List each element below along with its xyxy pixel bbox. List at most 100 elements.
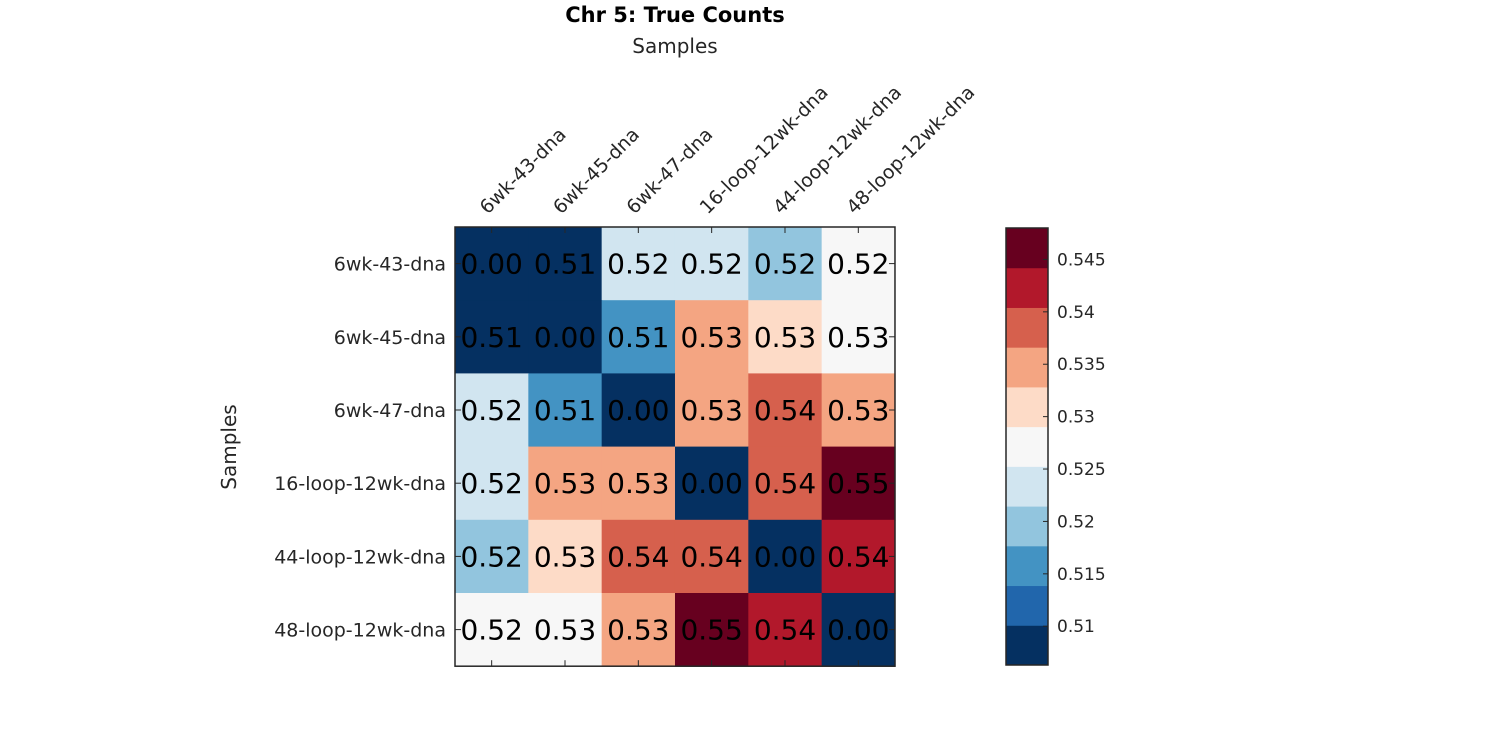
- cell-value-label: 0.52: [607, 248, 669, 281]
- cell-value-label: 0.53: [680, 321, 742, 354]
- heatmap-cell: [455, 300, 529, 374]
- heatmap-cell-labels: 0.00 0.51 0.52 0.52 0.52 0.52 0.51 0.00 0.51 0.53…: [460, 248, 889, 647]
- heatmap-cell: [748, 373, 823, 448]
- colorbar-segment: [1006, 228, 1048, 269]
- colorbar-segment: [1006, 506, 1048, 547]
- y-axis-label: Samples: [217, 404, 241, 489]
- colorbar-segment: [1006, 545, 1048, 587]
- heatmap-cell: [601, 373, 676, 448]
- cell-value-label: 0.52: [460, 394, 522, 427]
- x-tick-label: 48-loop-12wk-dna: [842, 81, 979, 218]
- heatmap-cell: [748, 519, 823, 594]
- cell-value-label: 0.53: [534, 614, 596, 647]
- cell-value-label: 0.53: [534, 467, 596, 500]
- cell-value-label: 0.54: [827, 540, 889, 573]
- heatmap-cell: [674, 373, 749, 448]
- heatmap-cell: [748, 227, 823, 301]
- heatmap-cell: [528, 446, 603, 521]
- y-tick-label: 16-loop-12wk-dna: [274, 473, 446, 495]
- heatmap-cell: [674, 227, 749, 301]
- colorbar-segment: [1006, 426, 1048, 467]
- heatmap-cell: [528, 593, 603, 667]
- cell-value-label: 0.52: [460, 467, 522, 500]
- cell-value-label: 0.00: [607, 394, 669, 427]
- colorbar-segment: [1006, 307, 1048, 348]
- heatmap-cell: [821, 227, 896, 301]
- cell-value-label: 0.00: [534, 321, 596, 354]
- y-tick-label: 44-loop-12wk-dna: [274, 546, 446, 568]
- colorbar: 0.51 0.515 0.52 0.525 0.53 0.535 0.54 0.545: [1005, 227, 1106, 666]
- chart-title: Chr 5: True Counts: [565, 3, 785, 27]
- cell-value-label: 0.55: [680, 614, 742, 647]
- y-tick-label: 6wk-47-dna: [334, 400, 446, 422]
- cell-value-label: 0.52: [680, 248, 742, 281]
- heatmap-cell: [601, 519, 676, 594]
- cell-value-label: 0.52: [754, 248, 816, 281]
- heatmap-cell: [674, 593, 749, 667]
- cell-value-label: 0.00: [827, 614, 889, 647]
- heatmap-cell: [601, 446, 676, 521]
- heatmap-cell: [821, 519, 896, 594]
- cell-value-label: 0.55: [827, 467, 889, 500]
- heatmap-cell: [455, 373, 529, 448]
- heatmap-frame: [454, 226, 896, 667]
- cell-value-label: 0.53: [827, 321, 889, 354]
- cell-value-label: 0.00: [680, 467, 742, 500]
- colorbar-tick-label: 0.51: [1057, 617, 1095, 637]
- colorbar-segment: [1006, 585, 1048, 626]
- heatmap-cell: [821, 593, 896, 667]
- cell-value-label: 0.54: [754, 614, 816, 647]
- colorbar-tick-label: 0.515: [1057, 565, 1106, 585]
- cell-value-label: 0.53: [607, 467, 669, 500]
- cell-value-label: 0.54: [607, 540, 669, 573]
- heatmap-cell: [674, 446, 749, 521]
- heatmap-cell: [674, 300, 749, 374]
- cell-value-label: 0.52: [827, 248, 889, 281]
- heatmap-cells: [454, 226, 896, 667]
- colorbar-tick-label: 0.525: [1057, 460, 1106, 480]
- cell-value-label: 0.54: [680, 540, 742, 573]
- cell-value-label: 0.53: [534, 540, 596, 573]
- heatmap-cell: [528, 300, 603, 374]
- colorbar-frame: [1005, 227, 1049, 666]
- heatmap-cell: [528, 373, 603, 448]
- x-axis-label: Samples: [632, 34, 717, 58]
- colorbar-tick-label: 0.535: [1057, 355, 1106, 375]
- y-tick-label: 6wk-45-dna: [334, 327, 446, 349]
- colorbar-tick-label: 0.52: [1057, 512, 1095, 532]
- x-tick-label: 44-loop-12wk-dna: [769, 81, 906, 218]
- heatmap-cell: [455, 519, 529, 594]
- heatmap-cell: [601, 593, 676, 667]
- heatmap-cell: [821, 300, 896, 374]
- x-tick-label: 16-loop-12wk-dna: [696, 81, 833, 218]
- cell-value-label: 0.00: [754, 540, 816, 573]
- cell-value-label: 0.52: [460, 614, 522, 647]
- colorbar-segment: [1006, 347, 1048, 388]
- heatmap-cell: [455, 593, 529, 667]
- y-tick-labels: 6wk-43-dna 6wk-45-dna 6wk-47-dna 16-loop-12…: [274, 254, 895, 642]
- cell-value-label: 0.51: [534, 394, 596, 427]
- colorbar-tick-label: 0.53: [1057, 408, 1095, 428]
- heatmap-cell: [748, 300, 823, 374]
- colorbar-tick-label: 0.54: [1057, 303, 1095, 323]
- y-tick-label: 48-loop-12wk-dna: [274, 620, 446, 642]
- cell-value-label: 0.53: [754, 321, 816, 354]
- cell-value-label: 0.53: [607, 614, 669, 647]
- heatmap-cell: [748, 593, 823, 667]
- colorbar-tick-label: 0.545: [1057, 250, 1106, 270]
- cell-value-label: 0.51: [460, 321, 522, 354]
- cell-value-label: 0.51: [534, 248, 596, 281]
- cell-value-label: 0.54: [754, 394, 816, 427]
- heatmap-cell: [821, 373, 896, 448]
- cell-value-label: 0.52: [460, 540, 522, 573]
- colorbar-segment: [1006, 386, 1048, 428]
- y-tick-label: 6wk-43-dna: [334, 254, 446, 276]
- heatmap-cell: [821, 446, 896, 521]
- cell-value-label: 0.53: [680, 394, 742, 427]
- colorbar-segment: [1006, 625, 1048, 666]
- cell-value-label: 0.00: [460, 248, 522, 281]
- heatmap-cell: [528, 227, 603, 301]
- cell-value-label: 0.51: [607, 321, 669, 354]
- heatmap-cell: [674, 519, 749, 594]
